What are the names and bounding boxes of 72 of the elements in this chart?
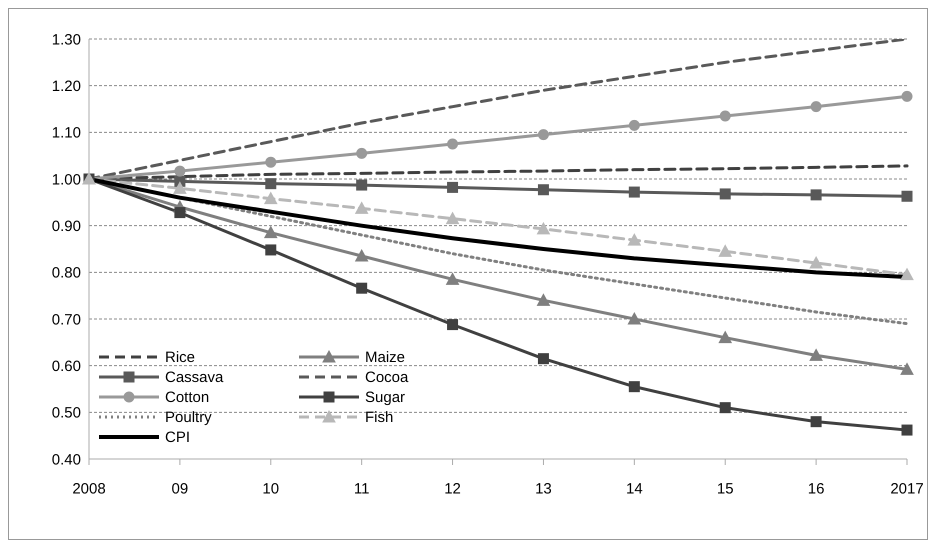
- x-tick-label: 11: [354, 480, 370, 498]
- x-tick-label: 10: [262, 480, 280, 498]
- legend-label: Rice: [165, 348, 196, 366]
- point: [902, 424, 912, 436]
- x-tick-label: 09: [172, 480, 188, 498]
- point: [628, 381, 640, 392]
- y-tick-label: 1.10: [52, 124, 81, 142]
- point: [173, 182, 186, 194]
- point: [718, 244, 732, 257]
- legend-label: CPI: [165, 428, 190, 446]
- y-tick-label: 0.90: [52, 218, 81, 235]
- y-tick-label: 1.00: [52, 171, 81, 188]
- point: [900, 268, 914, 280]
- point: [265, 156, 276, 168]
- point: [720, 110, 731, 122]
- point: [174, 207, 186, 218]
- x-tick-label: 13: [535, 480, 552, 498]
- point: [628, 120, 640, 131]
- point: [447, 138, 458, 150]
- legend-label: Sugar: [365, 388, 406, 406]
- point: [264, 226, 278, 238]
- point: [356, 148, 368, 159]
- x-tick-label: 2008: [72, 480, 106, 498]
- x-tick-label: 14: [626, 480, 643, 498]
- point: [538, 129, 549, 140]
- point: [810, 416, 822, 428]
- point: [810, 348, 823, 361]
- point: [447, 182, 458, 193]
- point: [538, 353, 549, 364]
- point: [265, 244, 276, 256]
- y-tick-label: 0.40: [52, 451, 81, 468]
- point: [900, 362, 914, 375]
- point: [720, 188, 731, 200]
- point: [446, 212, 460, 224]
- legend-label: Cocoa: [365, 368, 408, 386]
- y-tick-label: 0.80: [52, 264, 81, 282]
- point: [446, 272, 460, 285]
- point: [174, 166, 186, 177]
- point: [356, 180, 368, 191]
- legend-label: Poultry: [165, 408, 212, 426]
- legend-label: Cotton: [165, 388, 210, 406]
- point: [720, 402, 731, 414]
- x-tick-label: 2017: [890, 480, 924, 498]
- point: [810, 256, 823, 268]
- x-tick-label: 16: [808, 480, 824, 498]
- y-tick-label: 1.20: [52, 78, 81, 95]
- y-tick-label: 0.70: [52, 311, 81, 328]
- legend-label: Maize: [365, 348, 406, 366]
- point: [718, 331, 732, 344]
- point: [355, 250, 368, 262]
- point: [536, 294, 550, 306]
- point: [265, 178, 276, 190]
- point: [447, 319, 458, 330]
- point: [538, 184, 549, 196]
- point: [810, 189, 822, 200]
- point: [355, 202, 368, 214]
- legend-label: Cassava: [165, 368, 224, 386]
- point: [628, 234, 641, 246]
- x-tick-label: 15: [716, 480, 734, 498]
- y-tick-label: 0.60: [52, 358, 81, 375]
- point: [628, 186, 640, 198]
- legend-label: Fish: [365, 408, 394, 426]
- y-tick-label: 1.30: [52, 31, 81, 48]
- point: [902, 90, 912, 102]
- point: [356, 282, 368, 294]
- point: [902, 190, 912, 202]
- point: [536, 222, 550, 234]
- point: [810, 101, 822, 112]
- y-tick-label: 0.50: [52, 404, 81, 422]
- point: [628, 312, 641, 324]
- point: [264, 192, 278, 204]
- x-tick-label: 12: [444, 480, 461, 498]
